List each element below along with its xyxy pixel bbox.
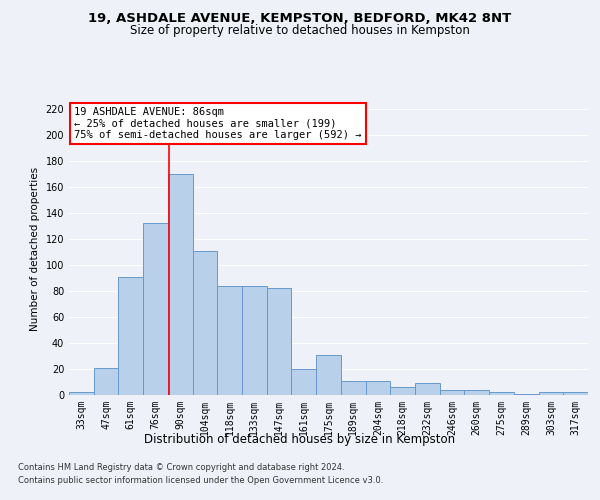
Y-axis label: Number of detached properties: Number of detached properties xyxy=(30,166,40,331)
Bar xyxy=(316,354,341,395)
Bar xyxy=(193,250,217,395)
Bar xyxy=(464,390,489,395)
Bar xyxy=(341,380,365,395)
Bar xyxy=(168,174,193,395)
Bar xyxy=(143,224,168,395)
Text: Size of property relative to detached houses in Kempston: Size of property relative to detached ho… xyxy=(130,24,470,37)
Bar xyxy=(69,392,94,395)
Text: Contains HM Land Registry data © Crown copyright and database right 2024.: Contains HM Land Registry data © Crown c… xyxy=(18,462,344,471)
Bar xyxy=(217,286,242,395)
Bar xyxy=(514,394,539,395)
Bar xyxy=(365,380,390,395)
Bar xyxy=(292,369,316,395)
Bar xyxy=(267,288,292,395)
Bar xyxy=(563,392,588,395)
Bar xyxy=(415,384,440,395)
Bar xyxy=(242,286,267,395)
Bar xyxy=(489,392,514,395)
Text: 19, ASHDALE AVENUE, KEMPSTON, BEDFORD, MK42 8NT: 19, ASHDALE AVENUE, KEMPSTON, BEDFORD, M… xyxy=(88,12,512,26)
Bar xyxy=(390,387,415,395)
Bar xyxy=(94,368,118,395)
Bar xyxy=(440,390,464,395)
Bar xyxy=(118,276,143,395)
Text: Contains public sector information licensed under the Open Government Licence v3: Contains public sector information licen… xyxy=(18,476,383,485)
Text: 19 ASHDALE AVENUE: 86sqm
← 25% of detached houses are smaller (199)
75% of semi-: 19 ASHDALE AVENUE: 86sqm ← 25% of detach… xyxy=(74,107,362,140)
Bar xyxy=(539,392,563,395)
Text: Distribution of detached houses by size in Kempston: Distribution of detached houses by size … xyxy=(145,432,455,446)
